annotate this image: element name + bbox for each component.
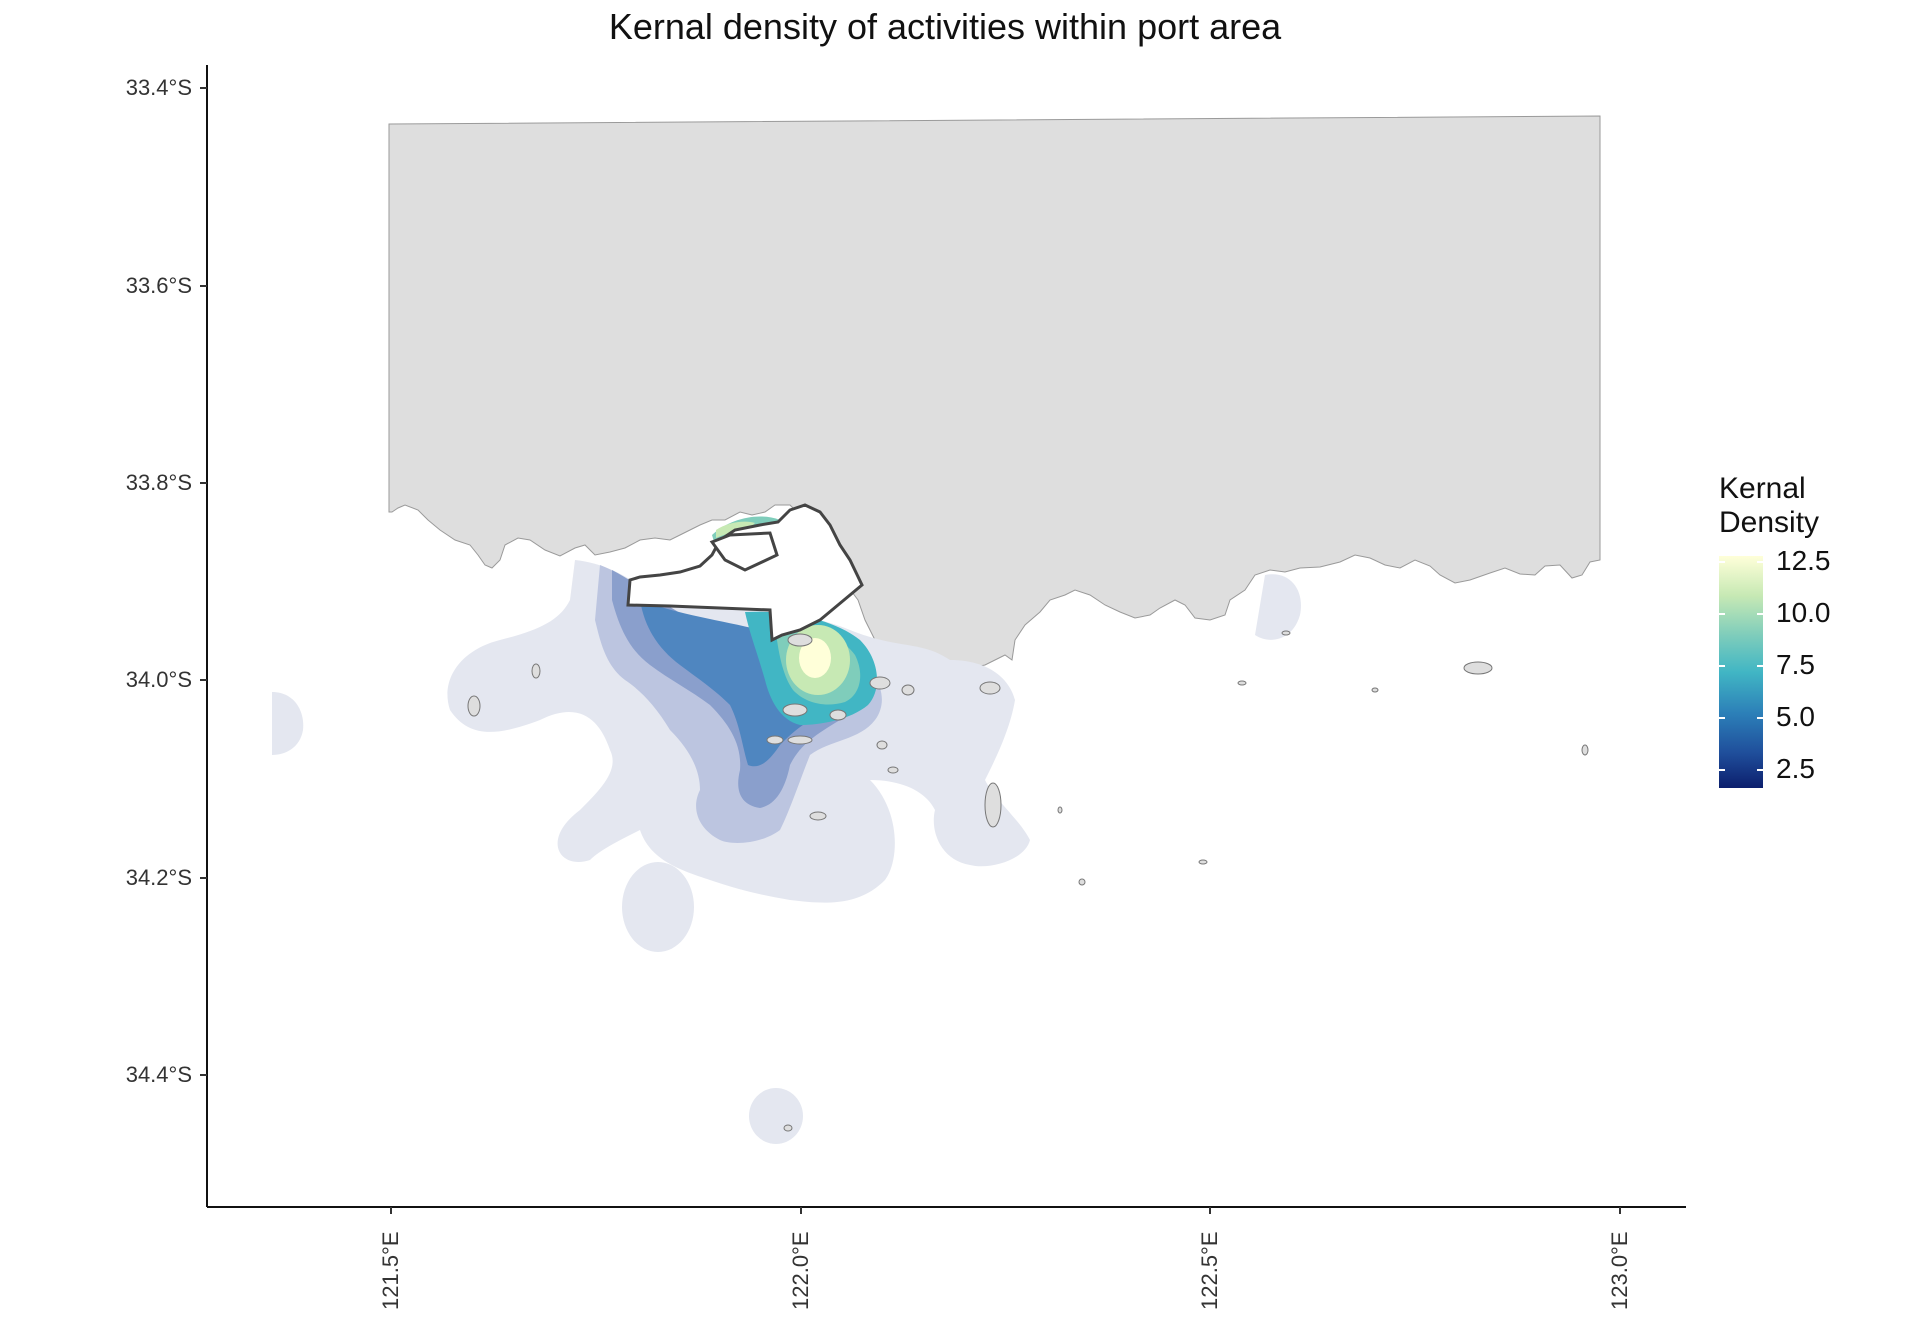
island xyxy=(766,735,784,745)
island xyxy=(1581,744,1589,756)
legend-tick-mark xyxy=(1719,561,1725,563)
density-layer-8 xyxy=(799,638,831,678)
legend-tick-mark xyxy=(1757,561,1763,563)
island xyxy=(979,681,1001,695)
density-contour-1-west xyxy=(272,692,304,755)
islands xyxy=(467,630,1589,1132)
island xyxy=(783,1124,793,1132)
density-contour-8 xyxy=(799,638,831,678)
island xyxy=(787,735,813,745)
legend-tick-mark xyxy=(1719,665,1725,667)
x-tick-label: 123.0°E xyxy=(1607,1231,1632,1310)
chart-title: Kernal density of activities within port… xyxy=(608,6,1282,47)
island xyxy=(887,766,899,774)
legend-label: 10.0 xyxy=(1776,597,1831,628)
legend-label: 2.5 xyxy=(1776,753,1815,784)
y-tick-label: 34.0°S xyxy=(125,667,192,692)
island xyxy=(1371,687,1379,693)
island xyxy=(531,663,541,679)
island xyxy=(1057,806,1063,814)
y-tick-label: 34.2°S xyxy=(125,865,192,890)
island xyxy=(869,676,891,690)
legend-tick-mark xyxy=(1757,769,1763,771)
legend-title-line-2: Density xyxy=(1719,506,1820,539)
island xyxy=(809,811,827,821)
density-contour-1-east xyxy=(1255,574,1301,640)
legend-tick-mark xyxy=(1757,613,1763,615)
island xyxy=(984,782,1002,828)
legend-tick-mark xyxy=(1719,717,1725,719)
island xyxy=(876,740,888,750)
x-tick-label: 122.0°E xyxy=(788,1231,813,1310)
y-tick-label: 33.8°S xyxy=(125,470,192,495)
y-tick-label: 34.4°S xyxy=(125,1062,192,1087)
x-tick-label: 121.5°E xyxy=(378,1231,403,1310)
y-tick-label: 33.6°S xyxy=(125,273,192,298)
density-contour-1-far-south xyxy=(749,1088,803,1144)
legend-tick-mark xyxy=(1719,613,1725,615)
island xyxy=(901,684,915,696)
island xyxy=(1237,680,1247,686)
x-axis-ticks xyxy=(390,1207,1621,1214)
x-tick-label: 122.5°E xyxy=(1197,1231,1222,1310)
legend-tick-mark xyxy=(1719,769,1725,771)
island xyxy=(1198,859,1208,865)
legend-tick-mark xyxy=(1757,665,1763,667)
legend-title-line-1: Kernal xyxy=(1719,472,1806,505)
legend-title: Kernal Density xyxy=(1719,472,1819,540)
legend-label: 12.5 xyxy=(1776,545,1831,576)
island xyxy=(829,709,847,721)
port-area-outline xyxy=(626,503,864,643)
legend-label: 5.0 xyxy=(1776,701,1815,732)
legend-tick-mark xyxy=(1757,717,1763,719)
island xyxy=(782,703,808,717)
island xyxy=(1463,661,1493,675)
port-inner-polygon xyxy=(709,531,779,572)
legend-colorbar xyxy=(1719,556,1763,788)
island xyxy=(1078,878,1086,886)
island xyxy=(1281,630,1291,636)
island xyxy=(787,633,813,647)
density-contour-1-south xyxy=(622,862,694,952)
legend-label: 7.5 xyxy=(1776,649,1815,680)
island xyxy=(467,695,481,717)
y-tick-label: 33.4°S xyxy=(125,75,192,100)
y-axis-ticks xyxy=(200,87,207,1076)
